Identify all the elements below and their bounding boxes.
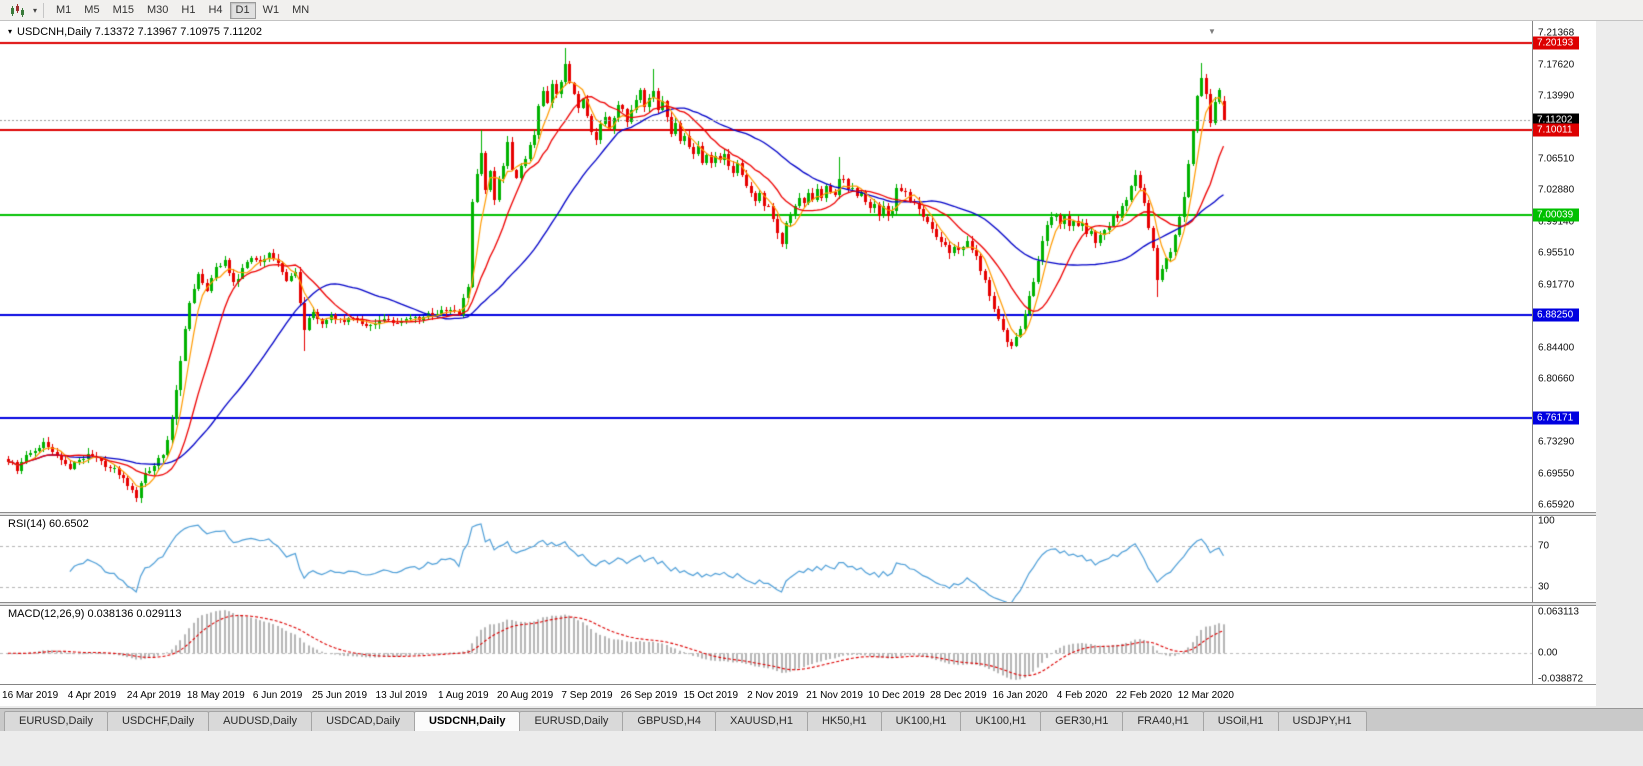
- date-label: 2 Nov 2019: [747, 690, 799, 701]
- macd-axis-label: 0.00: [1538, 647, 1558, 659]
- period-button-w1[interactable]: W1: [262, 4, 280, 16]
- chart-tab-bar: EURUSD,Daily USDCHF,Daily AUDUSD,Daily USDC…: [0, 708, 1643, 731]
- date-label: 28 Dec 2019: [929, 690, 987, 701]
- rsi-axis-label: 30: [1538, 581, 1550, 593]
- date-label: 4 Apr 2019: [67, 690, 117, 701]
- price-label-badge: 6.88250: [1533, 308, 1579, 322]
- chart-type-dropdown-caret[interactable]: ▾: [33, 5, 38, 15]
- price-label-badge: 7.20193: [1533, 36, 1579, 50]
- date-label: 25 Jun 2019: [311, 690, 368, 701]
- date-label: 22 Feb 2020: [1115, 690, 1173, 701]
- rsi-axis-label: 70: [1538, 540, 1550, 552]
- period-button-m1[interactable]: M1: [56, 4, 72, 16]
- chart-tab-hk50-h1[interactable]: HK50,H1: [806, 711, 882, 731]
- chart-shift-marker[interactable]: ▼: [1208, 27, 1216, 36]
- price-label-badge: 7.11202: [1533, 113, 1579, 127]
- price-axis-tick: 6.84400: [1538, 342, 1575, 354]
- price-chart-canvas[interactable]: [0, 28, 1532, 512]
- toolbar-separator: [43, 2, 45, 18]
- date-label: 4 Feb 2020: [1056, 690, 1108, 701]
- chart-tab-xauusd-h1[interactable]: XAUUSD,H1: [714, 711, 808, 731]
- candlestick-chart-icon: [11, 3, 24, 17]
- time-axis[interactable]: 16 Mar 2019 4 Apr 2019 24 Apr 2019 18 May 2…: [0, 684, 1596, 706]
- chart-tab-usdchf-daily[interactable]: USDCHF,Daily: [106, 711, 210, 731]
- date-label: 6 Jun 2019: [252, 690, 303, 701]
- date-label: 7 Sep 2019: [561, 690, 613, 701]
- price-label-badge: 6.76171: [1533, 411, 1579, 425]
- price-axis-tick: 7.17620: [1538, 59, 1575, 71]
- price-label-badge: 7.00039: [1533, 208, 1579, 222]
- date-label: 21 Nov 2019: [806, 690, 863, 701]
- period-button-d1[interactable]: D1: [229, 1, 256, 19]
- date-label: 20 Aug 2019: [497, 690, 554, 701]
- macd-axis-label: -0.038872: [1538, 673, 1584, 685]
- window-bottom-strip: [0, 731, 1643, 766]
- rsi-panel-canvas[interactable]: [0, 516, 1532, 602]
- chart-tab-uk100-h1[interactable]: UK100,H1: [960, 711, 1042, 731]
- date-label: 16 Mar 2019: [2, 690, 59, 701]
- rsi-axis-label: 100: [1538, 515, 1555, 527]
- price-axis-tick: 7.06510: [1538, 153, 1575, 165]
- date-label: 24 Apr 2019: [126, 690, 181, 701]
- top-toolbar: ▾ M1 M5 M15 M30 H1 H4 D1 W1 MN: [0, 0, 1643, 21]
- rsi-indicator-label: RSI(14) 60.6502: [8, 518, 89, 530]
- price-label-badge: 7.10011: [1533, 123, 1579, 137]
- chart-type-button[interactable]: [4, 2, 30, 19]
- date-label: 16 Jan 2020: [992, 690, 1048, 701]
- date-label: 15 Oct 2019: [683, 690, 739, 701]
- chart-tab-usdjpy-h1[interactable]: USDJPY,H1: [1277, 711, 1367, 731]
- chart-tab-audusd-daily[interactable]: AUDUSD,Daily: [208, 711, 313, 731]
- chart-tab-gbpusd-h4[interactable]: GBPUSD,H4: [622, 711, 716, 731]
- price-axis-tick: 6.69550: [1538, 468, 1575, 480]
- macd-indicator-label: MACD(12,26,9) 0.038136 0.029113: [8, 608, 182, 620]
- date-label: 26 Sep 2019: [620, 690, 678, 701]
- price-axis-tick: 6.91770: [1538, 279, 1575, 291]
- date-label: 1 Aug 2019: [437, 690, 489, 701]
- chart-tab-usdcad-daily[interactable]: USDCAD,Daily: [311, 711, 416, 731]
- date-label: 10 Dec 2019: [868, 690, 925, 701]
- price-axis-tick: 7.21368: [1538, 27, 1575, 39]
- chart-tab-usdcnh-daily[interactable]: USDCNH,Daily: [414, 711, 521, 731]
- macd-axis-label: 0.063113: [1538, 606, 1579, 618]
- period-button-mn[interactable]: MN: [292, 4, 310, 16]
- pane-splitter-rsi[interactable]: [0, 512, 1596, 516]
- price-axis-tick: 7.13990: [1538, 90, 1575, 102]
- chart-tab-eurusd-daily[interactable]: EURUSD,Daily: [519, 711, 624, 731]
- pane-splitter-macd[interactable]: [0, 602, 1596, 606]
- date-label: 18 May 2019: [186, 690, 245, 701]
- macd-panel-canvas[interactable]: [0, 606, 1532, 684]
- date-label: 12 Mar 2020: [1177, 690, 1234, 701]
- period-button-m5[interactable]: M5: [84, 4, 100, 16]
- chart-tab-eurusd-daily[interactable]: EURUSD,Daily: [4, 711, 108, 731]
- price-axis-tick: 7.02880: [1538, 184, 1575, 196]
- timeframe-button-group: M1 M5 M15 M30 H1 H4 D1 W1 MN: [50, 1, 315, 19]
- price-axis-tick: 6.80660: [1538, 373, 1575, 385]
- chart-tab-fra40-h1[interactable]: FRA40,H1: [1122, 711, 1204, 731]
- period-button-h1[interactable]: H1: [181, 4, 196, 16]
- period-button-m15[interactable]: M15: [112, 4, 134, 16]
- chart-tab-ger30-h1[interactable]: GER30,H1: [1040, 711, 1124, 731]
- chart-title-arrow-icon: ▾: [8, 27, 13, 36]
- price-axis-tick: 6.95510: [1538, 247, 1575, 259]
- period-button-h4[interactable]: H4: [208, 4, 223, 16]
- chart-title-text: USDCNH,Daily 7.13372 7.13967 7.10975 7.1…: [17, 26, 263, 38]
- period-button-m30[interactable]: M30: [146, 4, 169, 16]
- chart-window: 16 Mar 2019 4 Apr 2019 24 Apr 2019 18 May 2…: [0, 21, 1596, 706]
- chart-tab-uk100-h1[interactable]: UK100,H1: [880, 711, 962, 731]
- chart-title: ▾ USDCNH,Daily 7.13372 7.13967 7.10975 7…: [8, 26, 262, 38]
- price-axis-tick: 6.99140: [1538, 216, 1575, 228]
- price-axis-tick: 6.73290: [1538, 436, 1575, 448]
- chart-tab-usoil-h1[interactable]: USOil,H1: [1202, 711, 1279, 731]
- price-axis-tick: 6.65920: [1538, 499, 1575, 511]
- date-label: 13 Jul 2019: [375, 690, 428, 701]
